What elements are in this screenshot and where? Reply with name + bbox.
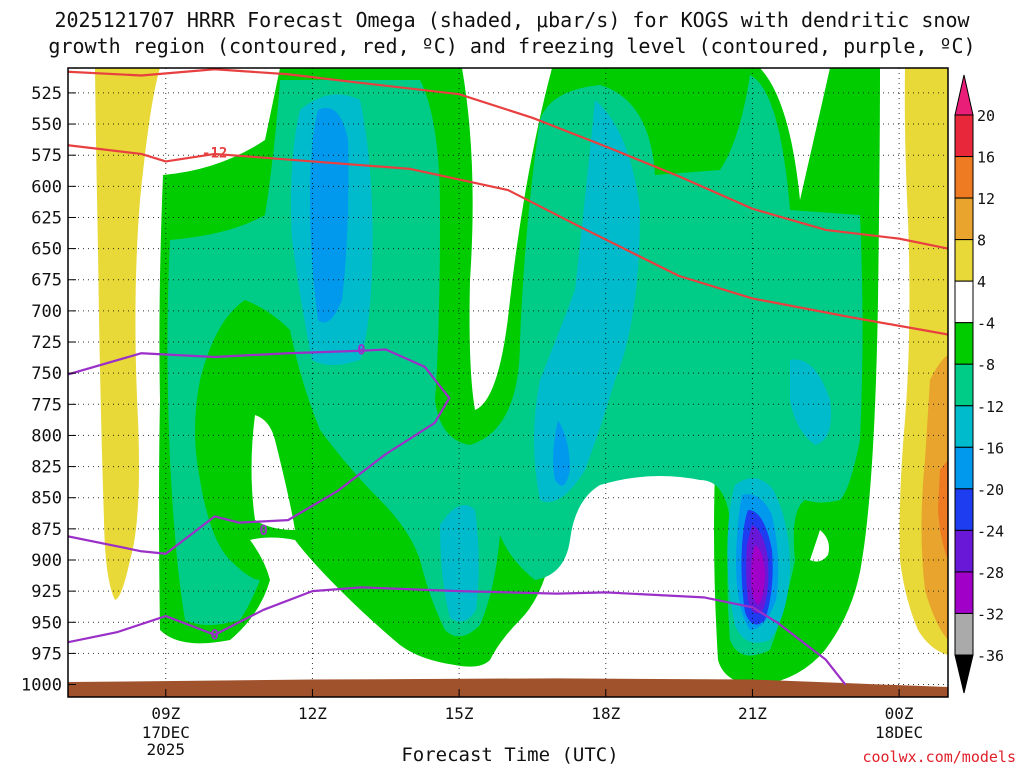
colorbar-label-1: 16: [977, 149, 995, 167]
colorbar-label-6: -8: [977, 356, 995, 374]
omega-shade-blue-2: [553, 420, 570, 486]
colorbar-bin-2: [954, 197, 974, 241]
x-tick-label-12Z: 12Z: [298, 704, 327, 723]
contour-label-1-1: 0: [259, 523, 267, 539]
colorbar-bin-8: [954, 446, 974, 490]
colorbar-label-11: -28: [977, 564, 1004, 582]
omega-shade-cyan-5: [790, 359, 831, 445]
colorbar-label-2: 12: [977, 190, 995, 208]
colorbar-bin-9: [954, 488, 974, 531]
source-credit: coolwx.com/models: [862, 748, 1016, 766]
terrain-ground: [68, 678, 948, 697]
colorbar-label-3: 8: [977, 232, 986, 250]
omega-shade-cyan-2: [534, 100, 640, 502]
colorbar-label-8: -16: [977, 439, 1004, 457]
terrain: [68, 678, 948, 697]
colorbar-bin-5: [954, 322, 974, 365]
x-axis-title: Forecast Time (UTC): [401, 744, 619, 766]
colorbar-bin-1: [954, 156, 974, 199]
omega-shade-blue: [310, 108, 349, 323]
plot-frame: [67, 67, 949, 698]
omega-hole-white-2: [810, 530, 829, 562]
y-tick-label-625: 625: [31, 208, 62, 228]
colorbar-bin-10: [954, 529, 974, 573]
colorbar-bin-11: [954, 571, 974, 614]
colorbar-top-arrow: [954, 74, 974, 116]
colorbar-label-4: 4: [977, 273, 986, 291]
x-tick-date-0: 17DEC: [142, 723, 190, 742]
omega-shade-gold-right: [921, 355, 948, 640]
x-tick-year-0: 2025: [147, 740, 186, 759]
y-tick-label-975: 975: [31, 644, 62, 664]
colorbar-label-13: -36: [977, 647, 1004, 665]
colorbar-bin-6: [954, 363, 974, 407]
contour-line-0-0: [68, 68, 948, 250]
colorbar-label-9: -20: [977, 481, 1004, 499]
omega-shading: [95, 68, 948, 685]
y-tick-label-900: 900: [31, 551, 62, 571]
y-tick-label-675: 675: [31, 271, 62, 291]
colorbar-label-12: -32: [977, 605, 1004, 623]
y-tick-label-650: 650: [31, 240, 62, 260]
y-tick-label-575: 575: [31, 146, 62, 166]
x-tick-date-5: 18DEC: [875, 723, 923, 742]
colorbar-bin-4: [954, 280, 974, 324]
omega-shade-orange-right: [938, 460, 948, 560]
colorbar-bin-12: [954, 612, 974, 656]
y-tick-label-800: 800: [31, 426, 62, 446]
y-tick-label-550: 550: [31, 115, 62, 135]
colorbar-bin-7: [954, 405, 974, 448]
contour-line-1-1: [68, 586, 847, 686]
chart-title-line-1: 2025121707 HRRR Forecast Omega (shaded, …: [54, 8, 970, 32]
contour-line-0-1: [68, 144, 948, 336]
y-tick-label-600: 600: [31, 177, 62, 197]
chart-title-line-2: growth region (contoured, red, ºC) and f…: [48, 34, 976, 58]
y-tick-label-750: 750: [31, 364, 62, 384]
x-tick-label-21Z: 21Z: [738, 704, 767, 723]
contour-label-0-0: -12: [202, 146, 227, 162]
y-tick-label-925: 925: [31, 582, 62, 602]
y-axis: 525 550 575 600 625 650 675 700 725 750 775 800 825 8…: [21, 84, 76, 696]
y-tick-label-875: 875: [31, 520, 62, 540]
contours: -12 0 0 0: [68, 68, 948, 686]
x-tick-label-09Z: 09Z: [151, 704, 180, 723]
contour-line-1-0: [68, 348, 451, 555]
y-tick-label-775: 775: [31, 395, 62, 415]
y-tick-label-825: 825: [31, 458, 62, 478]
omega-hole-white-1: [251, 415, 295, 530]
colorbar-bin-0: [954, 114, 974, 158]
y-tick-label-850: 850: [31, 489, 62, 509]
y-tick-label-525: 525: [31, 84, 62, 104]
y-tick-label-725: 725: [31, 333, 62, 353]
contour-label-1-0: 0: [357, 342, 365, 358]
colorbar-label-10: -24: [977, 522, 1004, 540]
y-tick-label-950: 950: [31, 613, 62, 633]
x-tick-label-00Z: 00Z: [885, 704, 914, 723]
x-tick-label-15Z: 15Z: [445, 704, 474, 723]
omega-shade-yellow-left: [95, 68, 160, 600]
colorbar-bin-3: [954, 239, 974, 282]
colorbar-label-5: -4: [977, 315, 995, 333]
y-tick-label-700: 700: [31, 302, 62, 322]
colorbar-label-7: -12: [977, 398, 1004, 416]
omega-shade-violet: [751, 545, 765, 605]
colorbar-label-0: 20: [977, 107, 995, 125]
x-tick-label-18Z: 18Z: [591, 704, 620, 723]
colorbar-bottom-arrow: [954, 654, 974, 694]
y-tick-label-1000: 1000: [21, 676, 62, 696]
colorbar: 20 16 12 8 4 -4 -8 -12 -16 -20 -24 -28 -32 -36: [954, 74, 1004, 694]
contour-label-1-2: 0: [210, 628, 218, 644]
